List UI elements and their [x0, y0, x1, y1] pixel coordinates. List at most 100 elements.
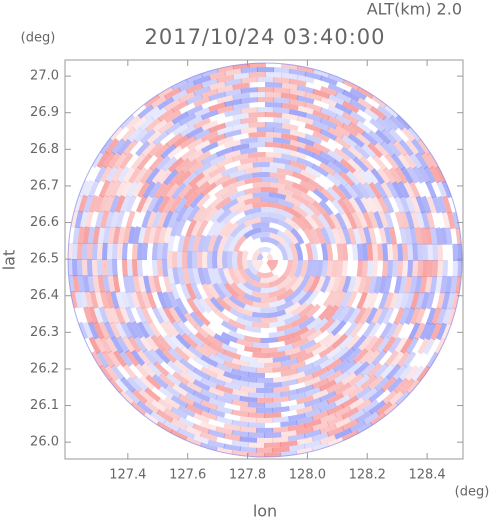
echo-cell — [200, 109, 219, 121]
echo-cell — [312, 317, 329, 332]
echo-cell — [185, 380, 203, 394]
echo-cell — [257, 147, 274, 152]
echo-cell — [111, 165, 125, 184]
echo-cell — [127, 275, 136, 294]
echo-cell — [414, 152, 429, 170]
echo-cell — [255, 437, 274, 443]
echo-cell — [171, 111, 189, 125]
echo-cell — [255, 397, 274, 403]
echo-cell — [425, 180, 437, 199]
echo-cell — [354, 132, 372, 147]
echo-cell — [192, 205, 207, 223]
echo-cell — [169, 334, 185, 350]
echo-cell — [457, 260, 462, 278]
echo-cell — [152, 259, 159, 277]
echo-cell — [435, 322, 447, 341]
echo-cell — [415, 195, 427, 214]
echo-cell — [102, 226, 111, 245]
echo-cell — [133, 127, 150, 144]
echo-cell — [303, 364, 322, 377]
echo-cell — [341, 111, 360, 125]
echo-cell — [280, 430, 298, 438]
echo-cell — [216, 74, 235, 84]
echo-cell — [243, 325, 262, 333]
echo-cell — [260, 207, 279, 214]
echo-cell — [379, 363, 395, 380]
echo-cell — [296, 351, 315, 363]
echo-cell — [141, 291, 152, 309]
echo-cell — [152, 242, 159, 260]
echo-cell — [215, 394, 234, 405]
echo-cell — [240, 127, 258, 135]
echo-cell — [159, 181, 174, 199]
echo-cell — [355, 398, 373, 412]
echo-cell — [188, 172, 205, 188]
echo-cell — [366, 260, 373, 278]
echo-cell — [320, 260, 328, 278]
echo-cell — [133, 226, 142, 244]
echo-cell — [338, 333, 355, 350]
echo-cell — [215, 362, 234, 374]
echo-cell — [200, 323, 217, 338]
echo-cell — [434, 337, 446, 355]
echo-cell — [154, 348, 171, 365]
echo-cell — [280, 92, 299, 101]
echo-cell — [376, 167, 391, 185]
echo-cell — [412, 166, 425, 184]
echo-cell — [221, 198, 239, 212]
echo-cell — [442, 244, 448, 261]
echo-cell — [137, 104, 154, 119]
echo-cell — [333, 358, 350, 373]
echo-cell — [201, 141, 219, 154]
echo-cell — [227, 250, 233, 270]
echo-cell — [208, 133, 227, 145]
echo-cell — [141, 306, 153, 325]
echo-cell — [99, 336, 113, 354]
echo-cell — [299, 179, 317, 193]
echo-cell — [400, 126, 416, 143]
echo-cell — [347, 372, 365, 388]
echo-cell — [247, 442, 265, 448]
echo-cell — [417, 139, 431, 156]
echo-cell — [122, 226, 131, 244]
echo-cell — [195, 173, 212, 188]
echo-cell — [165, 132, 183, 148]
echo-cell — [354, 196, 368, 214]
echo-cell — [332, 171, 349, 187]
echo-cell — [187, 160, 205, 175]
echo-cell — [243, 217, 262, 228]
echo-cell — [193, 367, 211, 381]
echo-cell — [368, 387, 385, 403]
echo-cell — [177, 320, 193, 337]
echo-cell — [305, 316, 323, 331]
echo-cell — [268, 172, 287, 180]
echo-cell — [163, 396, 181, 410]
echo-cell — [303, 418, 322, 429]
echo-cell — [312, 120, 330, 132]
echo-cell — [202, 267, 212, 286]
echo-cell — [228, 295, 246, 309]
echo-cell — [172, 359, 190, 374]
echo-cell — [256, 156, 275, 163]
echo-cell — [252, 171, 270, 178]
echo-cell — [215, 384, 234, 394]
echo-cell — [201, 152, 219, 165]
echo-cell — [318, 304, 334, 321]
echo-cell — [109, 125, 124, 142]
echo-cell — [409, 152, 423, 170]
echo-cell — [243, 335, 262, 343]
echo-cell — [256, 96, 275, 103]
echo-cell — [193, 96, 211, 108]
echo-cell — [113, 350, 127, 368]
echo-cell — [191, 219, 203, 237]
echo-cell — [346, 347, 362, 363]
echo-cell — [208, 71, 227, 81]
echo-cell — [165, 121, 183, 136]
echo-cell — [109, 321, 122, 340]
echo-cell — [378, 291, 389, 310]
echo-cell — [382, 307, 395, 325]
echo-cell — [147, 361, 163, 378]
echo-cell — [166, 144, 184, 160]
echo-cell — [185, 392, 203, 405]
echo-cell — [319, 317, 336, 333]
